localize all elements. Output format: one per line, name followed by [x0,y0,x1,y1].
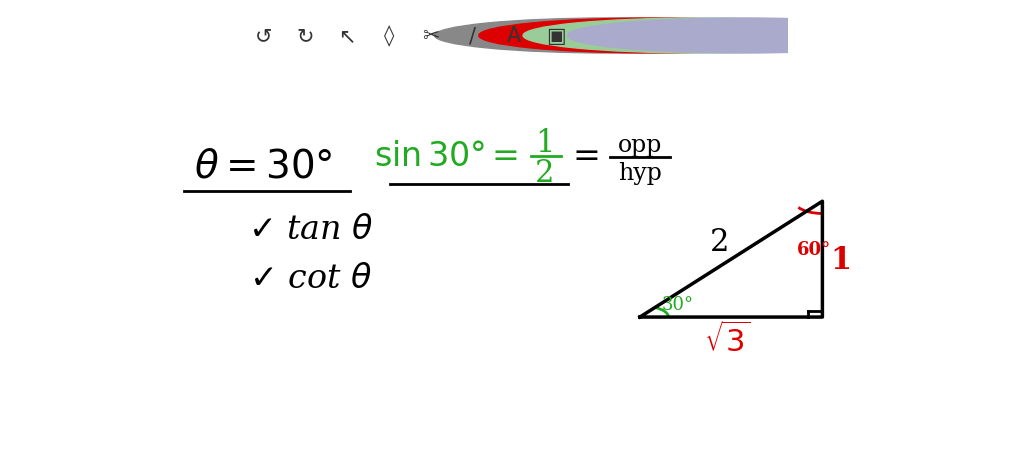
Text: =: = [572,140,601,172]
Text: $\theta = 30°$: $\theta = 30°$ [194,148,332,185]
Text: $\checkmark$ tan $\theta$: $\checkmark$ tan $\theta$ [248,214,374,246]
Text: $\checkmark$ cot $\theta$: $\checkmark$ cot $\theta$ [249,263,372,295]
Text: 60°: 60° [797,240,831,258]
Circle shape [479,19,833,54]
Circle shape [567,19,922,54]
Text: =: = [492,140,519,172]
Text: ◊: ◊ [384,25,394,47]
Text: 30°: 30° [662,295,693,313]
Circle shape [523,19,877,54]
Text: ↻: ↻ [296,26,313,46]
Circle shape [434,19,788,54]
Text: hyp: hyp [617,162,662,184]
Text: ↺: ↺ [254,26,272,46]
Text: /: / [469,26,476,46]
Text: 1: 1 [830,244,851,275]
Text: $\sqrt{3}$: $\sqrt{3}$ [703,322,751,358]
Text: $\sin 30°$: $\sin 30°$ [374,140,485,172]
Text: 2: 2 [535,157,554,188]
Text: A: A [507,26,521,46]
Text: ↖: ↖ [338,26,355,46]
Text: 1: 1 [535,127,554,158]
Text: ▣: ▣ [547,26,566,46]
Text: 2: 2 [710,227,729,258]
Text: ✂: ✂ [422,26,439,46]
Text: opp: opp [617,133,663,157]
